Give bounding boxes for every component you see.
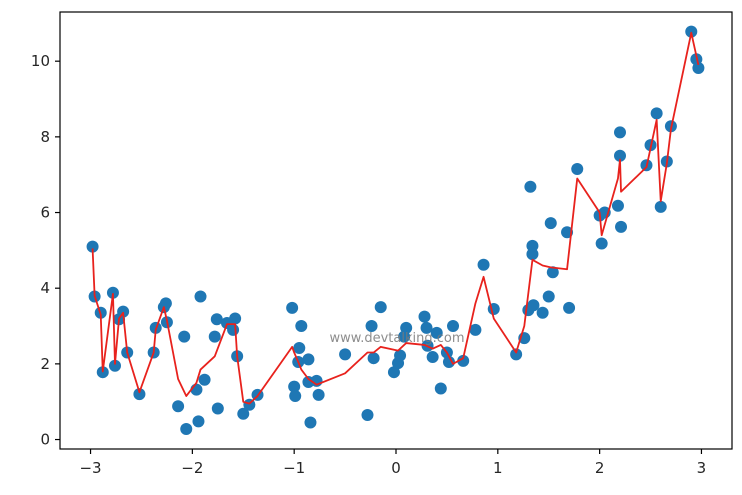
fit-line xyxy=(91,31,700,405)
data-point xyxy=(542,290,555,303)
data-point xyxy=(304,416,317,429)
data-point xyxy=(614,126,626,139)
data-point xyxy=(286,301,299,314)
data-point xyxy=(237,407,250,420)
data-point xyxy=(654,200,667,213)
data-point xyxy=(210,313,223,326)
y-tick-label: 8 xyxy=(40,128,50,146)
data-point xyxy=(159,297,172,310)
data-point xyxy=(227,323,240,336)
data-point xyxy=(172,400,185,413)
data-point xyxy=(288,380,301,393)
data-point xyxy=(365,320,378,333)
x-axis: −3 −2 −1 0 1 2 3 xyxy=(79,449,706,477)
data-point xyxy=(685,25,698,38)
fit-line-series xyxy=(91,31,700,405)
plot-frame xyxy=(59,11,733,450)
data-point xyxy=(595,237,608,250)
data-point xyxy=(434,382,447,395)
x-tick-label: 0 xyxy=(391,459,401,477)
data-point xyxy=(510,348,523,361)
data-point xyxy=(117,305,130,318)
y-tick-label: 0 xyxy=(40,431,50,449)
data-point xyxy=(180,422,193,435)
data-point xyxy=(536,306,549,319)
data-point xyxy=(106,286,119,299)
data-point xyxy=(420,321,433,334)
data-point xyxy=(544,217,557,230)
data-point xyxy=(457,354,470,367)
y-tick-label: 4 xyxy=(40,279,50,297)
data-point xyxy=(692,62,705,74)
data-point xyxy=(430,326,443,339)
data-point xyxy=(426,351,439,364)
x-tick-label: −2 xyxy=(181,459,203,477)
data-point xyxy=(526,239,539,252)
data-point xyxy=(477,258,490,271)
data-point xyxy=(615,220,628,233)
data-point xyxy=(178,330,191,343)
data-point xyxy=(289,390,302,403)
data-point xyxy=(229,312,242,325)
data-point xyxy=(361,408,374,421)
data-point xyxy=(546,266,559,279)
x-tick-label: 1 xyxy=(493,459,503,477)
data-point xyxy=(527,299,540,312)
data-point xyxy=(418,310,431,323)
data-point xyxy=(374,301,387,314)
data-point xyxy=(293,341,306,354)
x-tick-label: −1 xyxy=(283,459,305,477)
data-point xyxy=(108,359,121,372)
x-tick-label: 2 xyxy=(595,459,605,477)
x-tick-label: 3 xyxy=(697,459,707,477)
data-point xyxy=(563,301,576,314)
data-point xyxy=(442,355,455,368)
data-point xyxy=(133,388,146,401)
data-point xyxy=(447,320,460,333)
data-point xyxy=(524,180,537,193)
y-tick-label: 2 xyxy=(40,355,50,373)
data-point xyxy=(192,415,205,428)
data-point xyxy=(526,248,539,261)
y-axis: 0 2 4 6 8 10 xyxy=(31,52,60,449)
data-point xyxy=(571,163,584,176)
data-point xyxy=(611,199,624,212)
data-point xyxy=(86,240,99,253)
data-point xyxy=(387,366,400,379)
watermark-text: www.devtalking.com xyxy=(330,331,465,346)
data-point xyxy=(400,321,413,334)
y-tick-label: 10 xyxy=(31,52,50,70)
data-point xyxy=(367,352,380,365)
data-point xyxy=(339,348,352,361)
data-point xyxy=(302,353,315,366)
data-point xyxy=(198,373,211,386)
data-point xyxy=(312,388,325,401)
x-tick-label: −3 xyxy=(79,459,101,477)
data-point xyxy=(614,149,626,162)
y-tick-label: 6 xyxy=(40,204,50,222)
data-point xyxy=(469,323,482,336)
data-point xyxy=(394,349,407,362)
data-point xyxy=(208,330,221,343)
data-point xyxy=(295,320,308,333)
data-point xyxy=(194,290,207,303)
data-point xyxy=(211,402,224,415)
scatter-series xyxy=(86,25,705,435)
data-point xyxy=(650,107,663,120)
